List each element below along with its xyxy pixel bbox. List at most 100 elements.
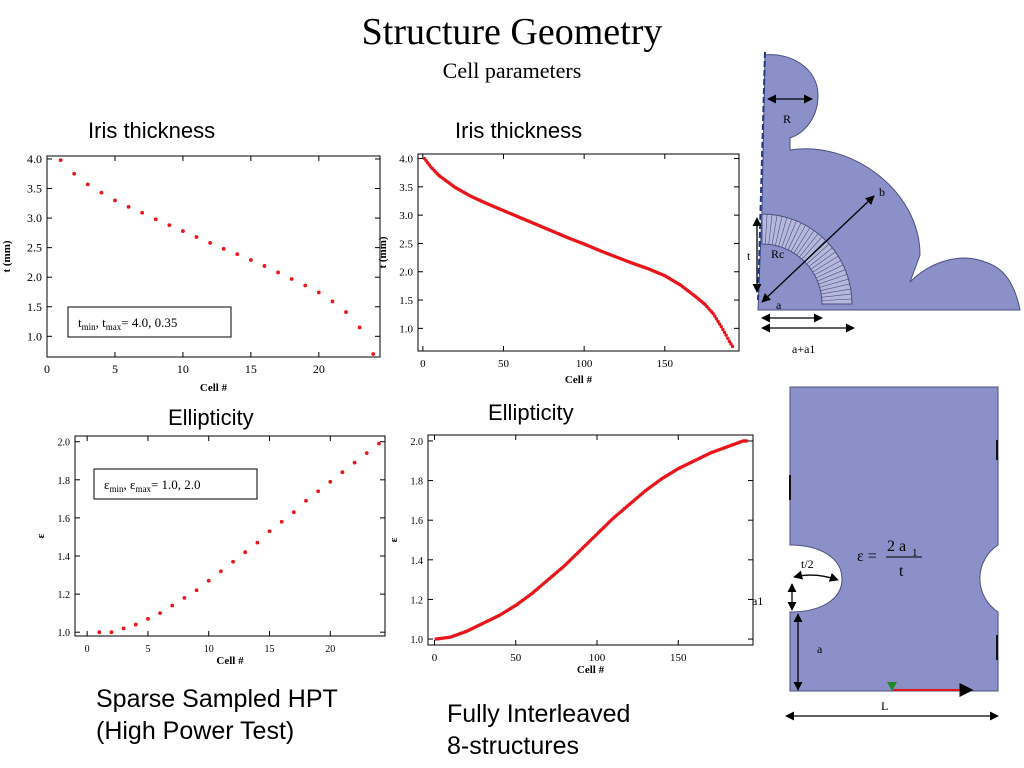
data-point (99, 190, 104, 195)
plot-title-iris-full: Iris thickness (455, 118, 583, 143)
y-tick-label: 1.0 (411, 635, 424, 646)
y-tick-label: 1.5 (27, 300, 42, 314)
data-point (126, 204, 131, 209)
x-tick-label: 100 (589, 652, 606, 664)
data-point (377, 441, 381, 446)
plot-frame (417, 153, 740, 352)
dim-a-a1-label: a+a1 (792, 342, 815, 356)
y-tick-label: 2.5 (27, 241, 42, 255)
data-point (717, 322, 722, 326)
caption-sparse-line-2: (High Power Test) (96, 717, 295, 745)
data-point (726, 336, 730, 340)
data-point (711, 311, 715, 316)
y-axis-label: t (mm) (1, 240, 13, 272)
data-point (303, 283, 308, 288)
y-tick-label: 1.2 (58, 590, 71, 601)
x-tick-label: 20 (325, 644, 335, 655)
annotation-text: εmin, εmax= 1.0, 2.0 (104, 477, 201, 494)
data-point (97, 630, 102, 635)
annotation-text: tmin, tmax= 4.0, 0.35 (78, 315, 177, 332)
cell-geometry-diagram: R b Rc t a a+a1 (747, 51, 1021, 356)
y-tick-label: 2.0 (411, 437, 424, 448)
x-axis-label: Cell # (216, 655, 244, 667)
x-tick-label: 10 (177, 362, 189, 376)
plot-title-iris-sparse: Iris thickness (88, 118, 216, 143)
x-tick-label: 0 (420, 358, 426, 370)
data-point (371, 352, 376, 356)
data-point (167, 223, 172, 228)
y-axis-label: t (mm) (377, 236, 389, 268)
data-point (133, 622, 138, 627)
data-point (248, 258, 253, 262)
x-axis-label: Cell # (200, 382, 228, 394)
formula-denominator: t (899, 563, 904, 580)
chart-ellipticity-sparse: 1.0 1.2 1.4 1.6 1.8 2.0 0 5 10 15 20 Cell # ε εmin, ε… (35, 435, 386, 667)
y-tick-label: 2.0 (58, 438, 71, 449)
data-point (181, 229, 185, 233)
data-point (182, 596, 187, 600)
dim-t-half-label: t/2 (801, 557, 814, 571)
data-point (72, 171, 77, 176)
x-tick-label: 20 (313, 362, 325, 376)
data-point (113, 198, 117, 203)
caption-interleaved-line-1: Fully Interleaved (447, 700, 631, 728)
data-point (206, 578, 211, 583)
data-point (170, 603, 175, 608)
formula-lhs: ε = (857, 548, 877, 565)
y-tick-label: 1.0 (58, 628, 71, 639)
dim-L-label: L (881, 699, 888, 713)
dim-t-label: t (747, 249, 751, 263)
data-point (316, 290, 321, 295)
data-point (289, 277, 294, 281)
y-axis-label: ε (388, 537, 400, 542)
data-point (218, 569, 223, 574)
data-point (340, 470, 345, 475)
data-point (158, 611, 162, 616)
x-tick-label: 50 (510, 652, 522, 664)
data-point (231, 559, 235, 564)
caption-interleaved-line-2: 8-structures (447, 732, 579, 760)
data-point (744, 439, 749, 443)
data-point (243, 550, 248, 555)
caption-sparse-line-1: Sparse Sampled HPT (96, 685, 338, 713)
data-point (727, 339, 732, 344)
iris-ellipticity-diagram: ε = 2 a 1 t t/2 a1 a L (752, 386, 999, 721)
x-tick-label: 0 (44, 362, 50, 376)
x-axis-label: Cell # (565, 374, 593, 386)
y-tick-label: 1.0 (399, 323, 413, 335)
dim-b-arrow (761, 195, 875, 303)
x-tick-label: 0 (85, 644, 90, 655)
data-point (276, 270, 280, 275)
symmetry-axis (757, 51, 766, 301)
data-point (279, 519, 284, 524)
y-tick-label: 1.2 (411, 595, 424, 606)
dim-a1-label: a1 (752, 594, 763, 608)
data-point (716, 319, 720, 324)
y-tick-label: 1.4 (58, 552, 71, 563)
plot-frame (427, 434, 754, 646)
x-tick-label: 10 (204, 644, 214, 655)
data-point (221, 246, 226, 251)
x-tick-label: 5 (145, 644, 150, 655)
data-point (58, 158, 63, 163)
y-tick-label: 4.0 (399, 154, 413, 166)
data-point (194, 235, 199, 239)
annotation-box (67, 306, 232, 338)
data-point (328, 479, 333, 484)
x-tick-label: 50 (498, 358, 510, 370)
dim-t-half-arrow (793, 570, 839, 582)
data-point (255, 540, 260, 545)
data-point (330, 299, 335, 304)
data-point (208, 241, 213, 245)
y-tick-label: 2.0 (27, 270, 42, 284)
plot-frame (74, 435, 386, 637)
dim-a-label: a (817, 642, 823, 656)
data-point (713, 314, 717, 318)
data-point (357, 325, 362, 330)
data-point (304, 498, 308, 503)
caption-sparse: Sparse Sampled HPT (High Power Test) (96, 683, 338, 747)
y-tick-label: 1.0 (27, 329, 42, 343)
y-tick-label: 2.0 (399, 267, 413, 279)
dim-b-label: b (879, 185, 885, 199)
y-tick-label: 3.5 (27, 182, 42, 196)
